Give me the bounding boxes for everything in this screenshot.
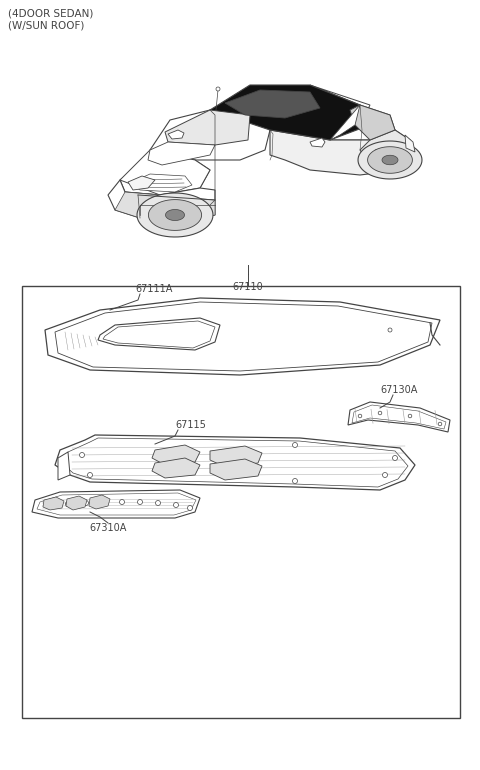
Circle shape <box>137 500 143 504</box>
Polygon shape <box>37 493 196 515</box>
Circle shape <box>80 453 84 457</box>
Circle shape <box>188 505 192 511</box>
Polygon shape <box>128 176 155 190</box>
Polygon shape <box>360 130 415 170</box>
Circle shape <box>48 504 52 508</box>
Polygon shape <box>358 141 422 179</box>
Polygon shape <box>62 438 408 487</box>
Polygon shape <box>210 459 262 480</box>
Polygon shape <box>210 446 262 467</box>
Circle shape <box>292 443 298 447</box>
Polygon shape <box>137 193 213 237</box>
Circle shape <box>216 87 220 91</box>
Circle shape <box>84 500 88 505</box>
Polygon shape <box>103 321 215 348</box>
Polygon shape <box>108 180 215 222</box>
Polygon shape <box>43 497 64 510</box>
Circle shape <box>393 456 397 460</box>
Polygon shape <box>115 192 215 222</box>
Polygon shape <box>350 105 395 140</box>
Polygon shape <box>152 445 200 465</box>
Polygon shape <box>348 402 450 432</box>
Circle shape <box>65 501 71 507</box>
Text: 67130A: 67130A <box>380 385 418 395</box>
Circle shape <box>292 478 298 484</box>
Text: (4DOOR SEDAN): (4DOOR SEDAN) <box>8 8 94 18</box>
Polygon shape <box>45 298 440 375</box>
Polygon shape <box>375 148 388 154</box>
Circle shape <box>173 503 179 507</box>
Polygon shape <box>55 435 415 490</box>
Text: (W/SUN ROOF): (W/SUN ROOF) <box>8 20 84 30</box>
Polygon shape <box>89 495 110 509</box>
Polygon shape <box>310 85 395 140</box>
Polygon shape <box>66 496 87 510</box>
Polygon shape <box>120 160 210 195</box>
Polygon shape <box>330 105 360 140</box>
Polygon shape <box>130 174 192 192</box>
Circle shape <box>438 422 442 426</box>
Polygon shape <box>55 302 432 371</box>
Polygon shape <box>382 156 398 165</box>
Circle shape <box>408 414 412 418</box>
Polygon shape <box>58 452 70 480</box>
Polygon shape <box>165 110 250 145</box>
Circle shape <box>120 500 124 504</box>
Polygon shape <box>168 130 184 139</box>
Polygon shape <box>368 147 412 173</box>
Polygon shape <box>98 318 220 350</box>
Polygon shape <box>32 490 200 518</box>
Text: 67111A: 67111A <box>135 284 172 294</box>
Text: 67310A: 67310A <box>89 523 127 533</box>
Bar <box>22 286 460 718</box>
Polygon shape <box>120 150 210 195</box>
Polygon shape <box>150 110 270 160</box>
Polygon shape <box>152 458 200 478</box>
Circle shape <box>383 473 387 477</box>
Text: 67110: 67110 <box>233 282 264 292</box>
Circle shape <box>388 328 392 332</box>
Polygon shape <box>405 135 415 152</box>
Polygon shape <box>166 209 184 220</box>
Polygon shape <box>352 405 446 429</box>
Text: 67115: 67115 <box>175 420 206 430</box>
Circle shape <box>101 500 107 504</box>
Circle shape <box>378 411 382 415</box>
Circle shape <box>87 473 93 477</box>
Polygon shape <box>310 138 325 147</box>
Polygon shape <box>148 142 215 165</box>
Polygon shape <box>148 199 202 230</box>
Circle shape <box>156 500 160 505</box>
Polygon shape <box>210 85 370 140</box>
Polygon shape <box>270 130 415 175</box>
Polygon shape <box>225 90 320 118</box>
Circle shape <box>358 414 362 418</box>
